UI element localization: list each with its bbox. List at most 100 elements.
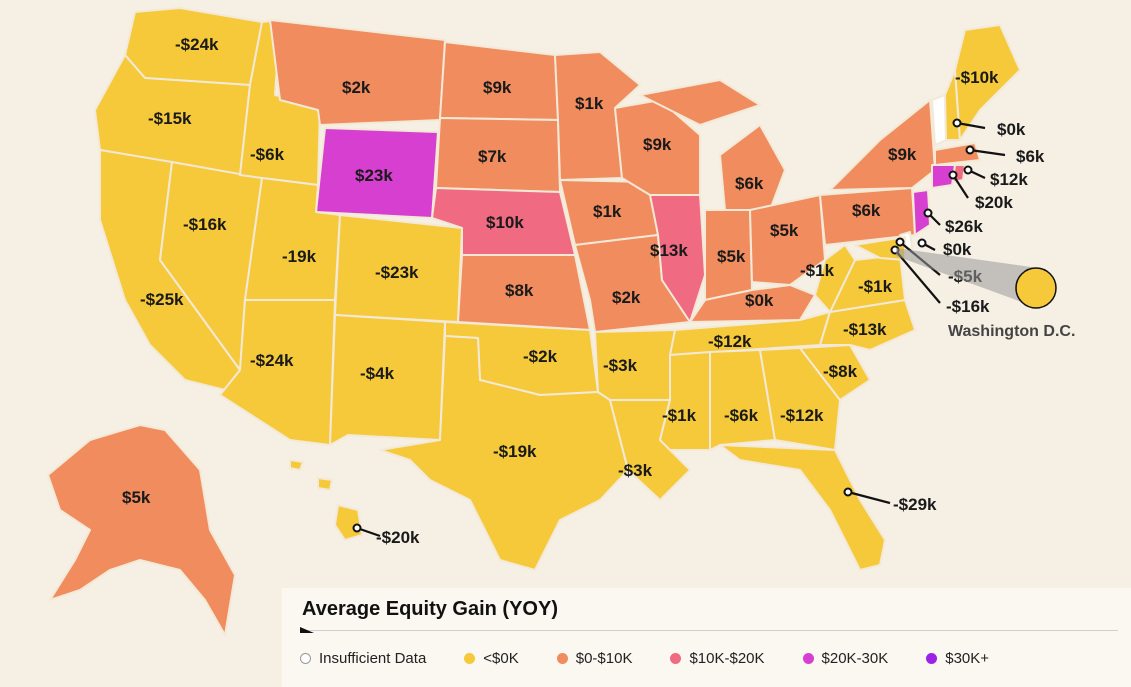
legend-divider [300, 630, 1118, 631]
legend-label: Insufficient Data [319, 650, 427, 667]
legend-item-10-20k: $10K-$20K [670, 650, 765, 667]
label-ca: -$25k [140, 290, 184, 309]
callout-nh: $0k [952, 118, 1026, 139]
label-nm: -$4k [360, 364, 395, 383]
legend-label: $20K-30K [821, 650, 889, 667]
label-nd: $9k [483, 78, 512, 97]
state-nj[interactable] [912, 189, 931, 236]
legend-item-30k-plus: $30K+ [926, 650, 989, 667]
state-fl[interactable] [719, 444, 886, 571]
label-sd: $7k [478, 147, 507, 166]
label-ak: $5k [122, 488, 151, 507]
callout-label-dc: -$16k [946, 297, 990, 316]
state-oh[interactable] [749, 194, 826, 286]
state-wv[interactable] [814, 244, 856, 313]
callout-label-nj: $26k [945, 217, 983, 236]
label-id: -$6k [250, 145, 285, 164]
label-tx: -$19k [493, 442, 537, 461]
label-oh: $5k [770, 221, 799, 240]
label-mn: $1k [575, 94, 604, 113]
legend-arrow-icon [300, 627, 314, 633]
swatch-icon [464, 653, 476, 664]
callout-label-ct: $20k [975, 193, 1013, 212]
callout-ma: $6k [965, 145, 1045, 166]
label-nc: -$13k [843, 320, 887, 339]
state-mi-up[interactable] [639, 79, 761, 126]
state-mi[interactable] [719, 124, 786, 211]
dc-magnifier: Washington D.C. [896, 248, 1075, 340]
label-az: -$24k [250, 351, 294, 370]
label-il: $13k [650, 241, 688, 260]
callout-label-hi: -$20k [376, 528, 420, 547]
label-wy: $23k [355, 166, 393, 185]
label-la: -$3k [618, 461, 653, 480]
label-in: $5k [717, 247, 746, 266]
dc-caption: Washington D.C. [948, 323, 1075, 340]
state-tx[interactable] [379, 335, 629, 571]
label-pa: $6k [852, 201, 881, 220]
callout-nj: $26k [923, 208, 983, 236]
callout-label-fl: -$29k [893, 495, 937, 514]
state-nm[interactable] [329, 314, 446, 446]
state-ga[interactable] [759, 347, 841, 451]
state-md[interactable] [854, 236, 906, 261]
label-me: -$10k [955, 68, 999, 87]
state-ny[interactable] [829, 99, 936, 191]
label-ks: $8k [505, 281, 534, 300]
label-ky: $0k [745, 291, 774, 310]
label-wa: -$24k [175, 35, 219, 54]
label-ut: -19k [282, 247, 317, 266]
label-ar: -$3k [603, 356, 638, 375]
callout-ri: $12k [963, 165, 1028, 189]
callout-de: $0k [917, 238, 972, 259]
swatch-icon [670, 653, 682, 664]
state-ct[interactable] [931, 164, 956, 189]
label-ga: -$12k [780, 406, 824, 425]
label-or: -$15k [148, 109, 192, 128]
state-az[interactable] [219, 299, 336, 446]
legend-label: $0-$10K [575, 650, 633, 667]
state-hi-maui[interactable] [317, 477, 333, 491]
label-va: -$1k [858, 277, 893, 296]
legend-items: Insufficient Data <$0K $0-$10K $10K-$20K… [300, 650, 1027, 667]
label-nv: -$16k [183, 215, 227, 234]
label-mo: $2k [612, 288, 641, 307]
label-wi: $9k [643, 135, 672, 154]
legend-label: $30K+ [945, 650, 990, 667]
state-vt[interactable] [931, 94, 947, 146]
callout-ct: $20k [948, 170, 1013, 212]
label-ne: $10k [486, 213, 524, 232]
callout-label-de: $0k [943, 240, 972, 259]
legend-title: Average Equity Gain (YOY) [302, 598, 558, 620]
label-mi: $6k [735, 174, 764, 193]
label-ia: $1k [593, 202, 622, 221]
label-al: -$6k [724, 406, 759, 425]
label-ms: -$1k [662, 406, 697, 425]
legend: Average Equity Gain (YOY) Insufficient D… [282, 588, 1131, 687]
state-al[interactable] [709, 349, 776, 451]
label-wv: -$1k [800, 261, 835, 280]
label-co: -$23k [375, 263, 419, 282]
state-me[interactable] [954, 24, 1021, 141]
state-mt[interactable] [269, 19, 446, 126]
callout-label-nh: $0k [997, 120, 1026, 139]
callout-hi: -$20k [352, 523, 420, 547]
label-mt: $2k [342, 78, 371, 97]
callout-label-ri: $12k [990, 170, 1028, 189]
swatch-icon [926, 653, 938, 664]
state-hi-big[interactable] [334, 504, 363, 541]
legend-item-20-30k: $20K-30K [802, 650, 889, 667]
callout-fl: -$29k [843, 487, 937, 514]
legend-label: $10K-$20K [689, 650, 765, 667]
swatch-icon [802, 653, 814, 664]
label-ny: $9k [888, 145, 917, 164]
state-hi-oahu[interactable] [289, 459, 304, 471]
label-sc: -$8k [823, 362, 858, 381]
state-ma[interactable] [934, 142, 981, 166]
callout-label-ma: $6k [1016, 147, 1045, 166]
label-ok: -$2k [523, 347, 558, 366]
swatch-icon [300, 653, 311, 664]
legend-item-negative: <$0K [464, 650, 519, 667]
state-ak[interactable] [47, 424, 236, 636]
